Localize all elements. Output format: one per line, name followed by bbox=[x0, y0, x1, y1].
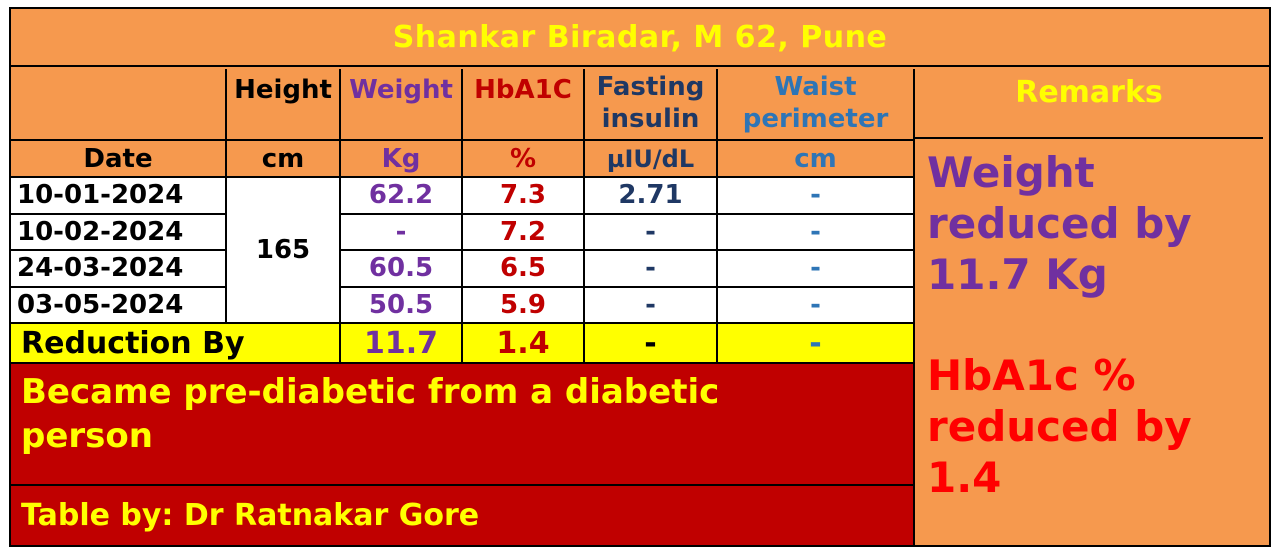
height-value-cell: 165 bbox=[225, 176, 339, 322]
header-fasting-line1: Fasting bbox=[596, 72, 705, 102]
table-cell-weight: 62.2 bbox=[339, 176, 461, 213]
reduction-fasting: - bbox=[644, 325, 657, 361]
row-waist-value: - bbox=[810, 180, 821, 211]
remark-hba1c-line2: reduced by bbox=[927, 402, 1192, 451]
row-date-value: 10-02-2024 bbox=[17, 216, 184, 247]
row-date-value: 03-05-2024 bbox=[17, 289, 184, 320]
header-fasting-line2: insulin bbox=[601, 104, 700, 134]
unit-fasting-label: µIU/dL bbox=[606, 144, 695, 173]
row-hba1c-value: 7.3 bbox=[499, 180, 547, 211]
table-cell-hba1c: 7.2 bbox=[461, 212, 583, 249]
header-waist-line1: Waist bbox=[774, 72, 857, 102]
reduction-weight-cell: 11.7 bbox=[339, 322, 461, 362]
credit-text: Table by: Dr Ratnakar Gore bbox=[21, 498, 480, 533]
reduction-waist-cell: - bbox=[716, 322, 913, 362]
table-cell-hba1c: 6.5 bbox=[461, 249, 583, 286]
row-fasting-value: 2.71 bbox=[618, 180, 683, 211]
unit-waist-label: cm bbox=[794, 143, 837, 174]
remark-weight-line2: reduced by bbox=[927, 199, 1192, 248]
height-value: 165 bbox=[255, 235, 311, 265]
table-cell-hba1c: 5.9 bbox=[461, 285, 583, 322]
table-cell-waist: - bbox=[716, 285, 913, 322]
header-fasting: Fasting insulin bbox=[583, 69, 716, 139]
header-hba1c: HbA1C bbox=[461, 69, 583, 139]
row-weight-value: - bbox=[395, 216, 407, 247]
table-cell-waist: - bbox=[716, 249, 913, 286]
table-cell-waist: - bbox=[716, 212, 913, 249]
row-fasting-value: - bbox=[645, 289, 656, 320]
remark-weight-line3: 11.7 Kg bbox=[927, 250, 1108, 299]
row-waist-value: - bbox=[810, 216, 821, 247]
table-cell-hba1c: 7.3 bbox=[461, 176, 583, 213]
header-date-label: Date bbox=[83, 143, 153, 174]
table-cell-weight: - bbox=[339, 212, 461, 249]
table-cell-weight: 60.5 bbox=[339, 249, 461, 286]
row-fasting-value: - bbox=[645, 253, 656, 284]
unit-weight: Kg bbox=[339, 139, 461, 176]
row-hba1c-value: 7.2 bbox=[499, 216, 547, 247]
table-cell-fasting: 2.71 bbox=[583, 176, 716, 213]
reduction-waist: - bbox=[809, 325, 822, 361]
header-height-label: Height bbox=[234, 75, 332, 105]
reduction-hba1c: 1.4 bbox=[496, 325, 550, 361]
row-waist-value: - bbox=[810, 253, 821, 284]
header-weight: Weight bbox=[339, 69, 461, 139]
header-date: Date bbox=[11, 139, 225, 176]
header-blank bbox=[11, 69, 225, 139]
remarks-panel: Weight reduced by 11.7 Kg HbA1c % reduce… bbox=[913, 139, 1269, 545]
conclusion-cell: Became pre-diabetic from a diabetic pers… bbox=[11, 362, 913, 484]
reduction-fasting-cell: - bbox=[583, 322, 716, 362]
row-hba1c-value: 5.9 bbox=[499, 289, 547, 320]
reduction-label: Reduction By bbox=[21, 325, 245, 361]
table-cell-fasting: - bbox=[583, 212, 716, 249]
table-cell-date: 10-01-2024 bbox=[11, 176, 225, 213]
table-cell-date: 03-05-2024 bbox=[11, 285, 225, 322]
header-remarks-label: Remarks bbox=[1015, 75, 1163, 110]
table-cell-date: 10-02-2024 bbox=[11, 212, 225, 249]
header-hba1c-label: HbA1C bbox=[474, 75, 572, 105]
row-weight-value: 62.2 bbox=[368, 180, 434, 211]
table-cell-waist: - bbox=[716, 176, 913, 213]
row-weight-value: 60.5 bbox=[368, 253, 434, 284]
reduction-weight: 11.7 bbox=[363, 325, 439, 361]
header-waist-line2: perimeter bbox=[742, 104, 889, 134]
row-weight-value: 50.5 bbox=[368, 289, 434, 320]
unit-weight-label: Kg bbox=[381, 143, 421, 174]
page-title: Shankar Biradar, M 62, Pune bbox=[392, 19, 888, 55]
row-hba1c-value: 6.5 bbox=[499, 253, 547, 284]
row-date-value: 24-03-2024 bbox=[17, 253, 184, 284]
unit-hba1c-label: % bbox=[509, 143, 537, 174]
unit-fasting: µIU/dL bbox=[583, 139, 716, 176]
reduction-label-cell: Reduction By bbox=[11, 322, 339, 362]
row-waist-value: - bbox=[810, 289, 821, 320]
row-date-value: 10-01-2024 bbox=[17, 180, 184, 211]
row-fasting-value: - bbox=[645, 216, 656, 247]
table-cell-fasting: - bbox=[583, 249, 716, 286]
header-remarks: Remarks bbox=[913, 69, 1263, 139]
header-weight-label: Weight bbox=[349, 75, 453, 105]
unit-height: cm bbox=[225, 139, 339, 176]
conclusion-text: Became pre-diabetic from a diabetic pers… bbox=[21, 372, 720, 456]
title-bar: Shankar Biradar, M 62, Pune bbox=[11, 9, 1269, 67]
credit-cell: Table by: Dr Ratnakar Gore bbox=[11, 484, 913, 545]
header-waist: Waist perimeter bbox=[716, 69, 913, 139]
reduction-hba1c-cell: 1.4 bbox=[461, 322, 583, 362]
unit-hba1c: % bbox=[461, 139, 583, 176]
table-cell-weight: 50.5 bbox=[339, 285, 461, 322]
table-cell-fasting: - bbox=[583, 285, 716, 322]
header-height: Height bbox=[225, 69, 339, 139]
remark-hba1c-line1: HbA1c % bbox=[927, 351, 1136, 400]
unit-waist: cm bbox=[716, 139, 913, 176]
unit-height-label: cm bbox=[261, 143, 305, 174]
table-cell-date: 24-03-2024 bbox=[11, 249, 225, 286]
remark-weight-line1: Weight bbox=[927, 148, 1095, 197]
remark-hba1c-line3: 1.4 bbox=[927, 453, 1002, 502]
